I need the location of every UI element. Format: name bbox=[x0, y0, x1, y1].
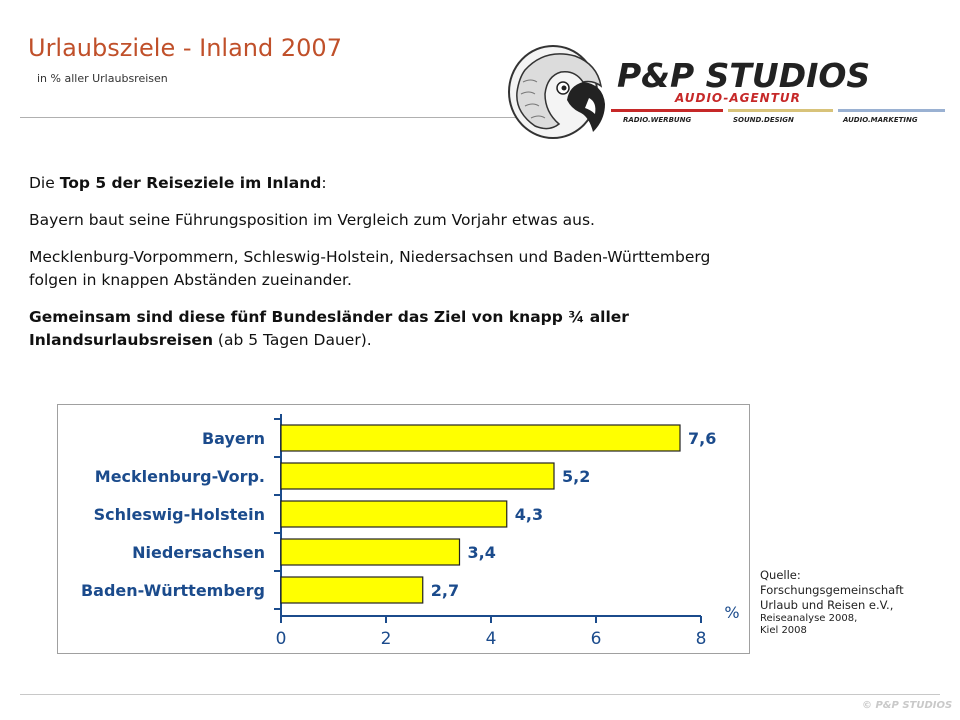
logo-tagline: AUDIO-AGENTUR bbox=[674, 91, 801, 105]
category-label: Mecklenburg-Vorp. bbox=[95, 467, 265, 486]
x-unit-label: % bbox=[724, 603, 739, 622]
title-divider bbox=[20, 117, 517, 118]
pp-studios-logo: P&P STUDIOS AUDIO-AGENTUR RADIO.WERBUNG … bbox=[508, 45, 945, 139]
category-label: Baden-Württemberg bbox=[81, 581, 265, 600]
emphasis-three-quarters: ¾ aller Inlandsurlaubsreisen bbox=[29, 308, 629, 349]
source-study: Reiseanalyse 2008, bbox=[760, 613, 858, 624]
x-tick-label: 4 bbox=[486, 629, 497, 649]
value-label: 4,3 bbox=[515, 505, 543, 524]
paragraph-top5: Die Top 5 der Reiseziele im Inland: bbox=[29, 174, 327, 192]
parrot-icon bbox=[508, 45, 605, 139]
x-tick-label: 8 bbox=[696, 629, 707, 649]
bar-chart: 0 2 4 6 8% Bayern 7,6 Mecklenburg-Vorp. 5,2 Schle… bbox=[81, 414, 740, 649]
logo-bar-gold bbox=[728, 109, 833, 112]
summary-pre: Gemeinsam sind diese fünf Bundesländer d… bbox=[29, 308, 569, 326]
source-org-1: Forschungsgemeinschaft bbox=[760, 583, 904, 597]
body-text: Die Top 5 der Reiseziele im Inland: Baye… bbox=[29, 172, 729, 366]
bar bbox=[280, 538, 461, 566]
source-org-2: Urlaub und Reisen e.V., bbox=[760, 598, 894, 612]
chart-frame bbox=[57, 404, 750, 654]
x-tick-label: 2 bbox=[381, 629, 392, 649]
source-place: Kiel 2008 bbox=[760, 625, 807, 636]
logo-bar-blue bbox=[838, 109, 945, 112]
page-title: Urlaubsziele - Inland 2007 bbox=[28, 34, 342, 62]
footer-copyright: © P&P STUDIOS bbox=[862, 700, 953, 711]
value-label: 2,7 bbox=[431, 581, 459, 600]
logo-item-sound: SOUND.DESIGN bbox=[733, 116, 794, 124]
emphasis-top5: Top 5 der Reiseziele im Inland bbox=[59, 174, 322, 192]
value-label: 7,6 bbox=[688, 429, 716, 448]
value-label: 3,4 bbox=[468, 543, 496, 562]
category-label: Schleswig-Holstein bbox=[94, 505, 265, 524]
category-label: Bayern bbox=[202, 429, 265, 448]
logo-wordmark: P&P STUDIOS bbox=[617, 56, 870, 95]
page-subtitle: in % aller Urlaubsreisen bbox=[37, 72, 168, 85]
bar bbox=[280, 576, 424, 604]
footer-divider bbox=[20, 694, 940, 695]
x-tick-label: 0 bbox=[276, 629, 287, 649]
logo-bar-red bbox=[611, 109, 723, 112]
logo-item-radio: RADIO.WERBUNG bbox=[623, 116, 691, 124]
category-label: Niedersachsen bbox=[132, 543, 265, 562]
paragraph-summary: Gemeinsam sind diese fünf Bundesländer d… bbox=[29, 308, 629, 349]
value-label: 5,2 bbox=[562, 467, 590, 486]
x-tick-label: 6 bbox=[591, 629, 602, 649]
source-label: Quelle: bbox=[760, 568, 801, 582]
bar bbox=[280, 424, 681, 452]
bar bbox=[280, 462, 555, 490]
paragraph-bayern: Bayern baut seine Führungsposition im Ve… bbox=[29, 211, 595, 229]
logo-item-audio: AUDIO.MARKETING bbox=[842, 116, 918, 124]
bar bbox=[280, 500, 508, 528]
paragraph-others: Mecklenburg-Vorpommern, Schleswig-Holste… bbox=[29, 248, 711, 289]
source-note: Quelle: Forschungsgemeinschaft Urlaub un… bbox=[760, 568, 940, 637]
